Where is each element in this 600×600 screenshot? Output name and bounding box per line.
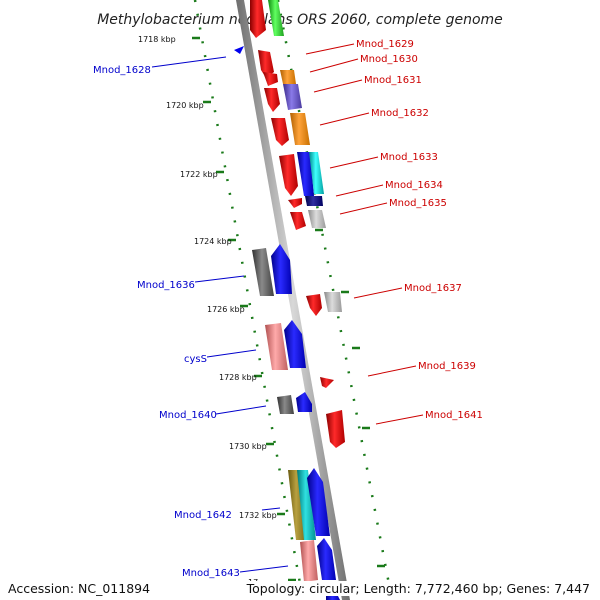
gene-feature[interactable] bbox=[264, 88, 280, 112]
scale-tick-label: 1732 kbp bbox=[239, 511, 277, 520]
gene-feature-mnod-1640[interactable] bbox=[296, 392, 312, 412]
label-leader-line bbox=[339, 202, 388, 215]
scale-tick-label: 1728 kbp bbox=[219, 373, 257, 382]
gene-feature[interactable] bbox=[297, 152, 314, 196]
left-label-leaders bbox=[151, 56, 289, 573]
gene-feature[interactable] bbox=[300, 540, 318, 582]
gene-label[interactable]: cysS bbox=[184, 354, 207, 365]
gene-feature-mnod-1636[interactable] bbox=[271, 244, 292, 294]
left-gene-labels: Mnod_1628 Mnod_1636 cysS Mnod_1640 Mnod_1642… bbox=[93, 65, 240, 579]
gene-label[interactable]: Mnod_1636 bbox=[137, 280, 195, 291]
gene-feature-mnod-1629[interactable] bbox=[258, 50, 274, 78]
gene-feature-mnod-1635[interactable] bbox=[308, 210, 326, 228]
label-leader-line bbox=[375, 414, 424, 425]
right-label-leaders bbox=[305, 43, 424, 425]
gene-label[interactable]: Mnod_1630 bbox=[360, 54, 418, 65]
scale-tick-label: 1730 kbp bbox=[229, 442, 267, 451]
scale-tick-label: 1722 kbp bbox=[180, 170, 218, 179]
gene-label[interactable]: Mnod_1637 bbox=[404, 283, 462, 294]
gene-feature-cyss[interactable] bbox=[284, 320, 306, 368]
gene-feature[interactable] bbox=[250, 0, 266, 38]
gene-feature[interactable] bbox=[288, 470, 306, 540]
label-leader-line bbox=[319, 112, 370, 126]
gene-label[interactable]: Mnod_1642 bbox=[174, 510, 232, 521]
label-leader-line bbox=[215, 405, 267, 415]
topology-text: Topology: circular; Length: 7,772,460 bp… bbox=[246, 581, 590, 596]
genome-backbone bbox=[236, 0, 350, 600]
gene-label[interactable]: Mnod_1640 bbox=[159, 410, 217, 421]
gene-feature[interactable] bbox=[263, 72, 278, 86]
label-leader-line bbox=[194, 275, 245, 283]
gene-label[interactable]: Mnod_1631 bbox=[364, 75, 422, 86]
gene-feature[interactable] bbox=[306, 294, 322, 316]
label-leader-line bbox=[367, 365, 417, 377]
label-leader-line bbox=[305, 43, 355, 55]
gene-label[interactable]: Mnod_1633 bbox=[380, 152, 438, 163]
gene-feature[interactable] bbox=[268, 0, 284, 36]
gene-feature[interactable] bbox=[277, 395, 294, 414]
gene-label[interactable]: Mnod_1639 bbox=[418, 361, 476, 372]
label-leader-line bbox=[329, 156, 379, 169]
gene-feature[interactable] bbox=[252, 248, 274, 296]
gene-feature-mnod-1642[interactable] bbox=[307, 468, 330, 536]
scale-tick-label: 1718 kbp bbox=[138, 35, 176, 44]
label-leader-line bbox=[151, 56, 227, 68]
accession-text: Accession: NC_011894 bbox=[8, 581, 151, 596]
gene-feature-mnod-1628[interactable] bbox=[234, 46, 244, 54]
label-leader-line bbox=[261, 507, 281, 511]
label-leader-line bbox=[313, 79, 363, 93]
gene-label[interactable]: Mnod_1634 bbox=[385, 180, 443, 191]
gene-feature[interactable] bbox=[290, 212, 306, 230]
label-leader-line bbox=[335, 184, 384, 197]
gene-feature[interactable] bbox=[271, 118, 289, 146]
gene-feature-mnod-1637[interactable] bbox=[324, 292, 342, 312]
gene-label[interactable]: Mnod_1643 bbox=[182, 568, 240, 579]
genome-title: Methylobacterium nodulans ORS 2060, comp… bbox=[97, 12, 503, 28]
gene-feature-mnod-1639[interactable] bbox=[320, 377, 334, 388]
scale-tick-label: 1726 kbp bbox=[207, 305, 245, 314]
gene-feature-mnod-1633[interactable] bbox=[279, 154, 298, 196]
gene-feature-mnod-1643[interactable] bbox=[317, 538, 336, 580]
gene-feature-mnod-1641[interactable] bbox=[326, 410, 345, 448]
right-gene-labels: Mnod_1629 Mnod_1630 Mnod_1631 Mnod_1632 Mnod… bbox=[356, 39, 483, 421]
gene-label[interactable]: Mnod_1632 bbox=[371, 108, 429, 119]
scale-tick-label: 1724 kbp bbox=[194, 237, 232, 246]
gene-label[interactable]: Mnod_1629 bbox=[356, 39, 414, 50]
gene-feature-mnod-1634[interactable] bbox=[305, 196, 323, 206]
label-leader-line bbox=[309, 58, 359, 73]
label-leader-line bbox=[206, 349, 257, 358]
scale-tick-label: 1720 kbp bbox=[166, 101, 204, 110]
gene-feature[interactable] bbox=[309, 152, 324, 194]
label-leader-line bbox=[353, 287, 403, 299]
gene-feature-mnod-1630[interactable] bbox=[280, 70, 296, 84]
gene-feature-mnod-1631[interactable] bbox=[283, 84, 302, 110]
gene-feature[interactable] bbox=[297, 470, 316, 540]
gene-feature[interactable] bbox=[265, 323, 288, 370]
gene-label[interactable]: Mnod_1641 bbox=[425, 410, 483, 421]
scale-tick-labels: 1718 kbp 1720 kbp 1722 kbp 1724 kbp 1726 kbp… bbox=[138, 35, 277, 587]
label-leader-line bbox=[239, 565, 289, 573]
gene-feature[interactable] bbox=[288, 198, 302, 208]
gene-label[interactable]: Mnod_1635 bbox=[389, 198, 447, 209]
gene-features bbox=[234, 0, 345, 600]
gene-feature-mnod-1632[interactable] bbox=[290, 113, 310, 145]
gene-label[interactable]: Mnod_1628 bbox=[93, 65, 151, 76]
